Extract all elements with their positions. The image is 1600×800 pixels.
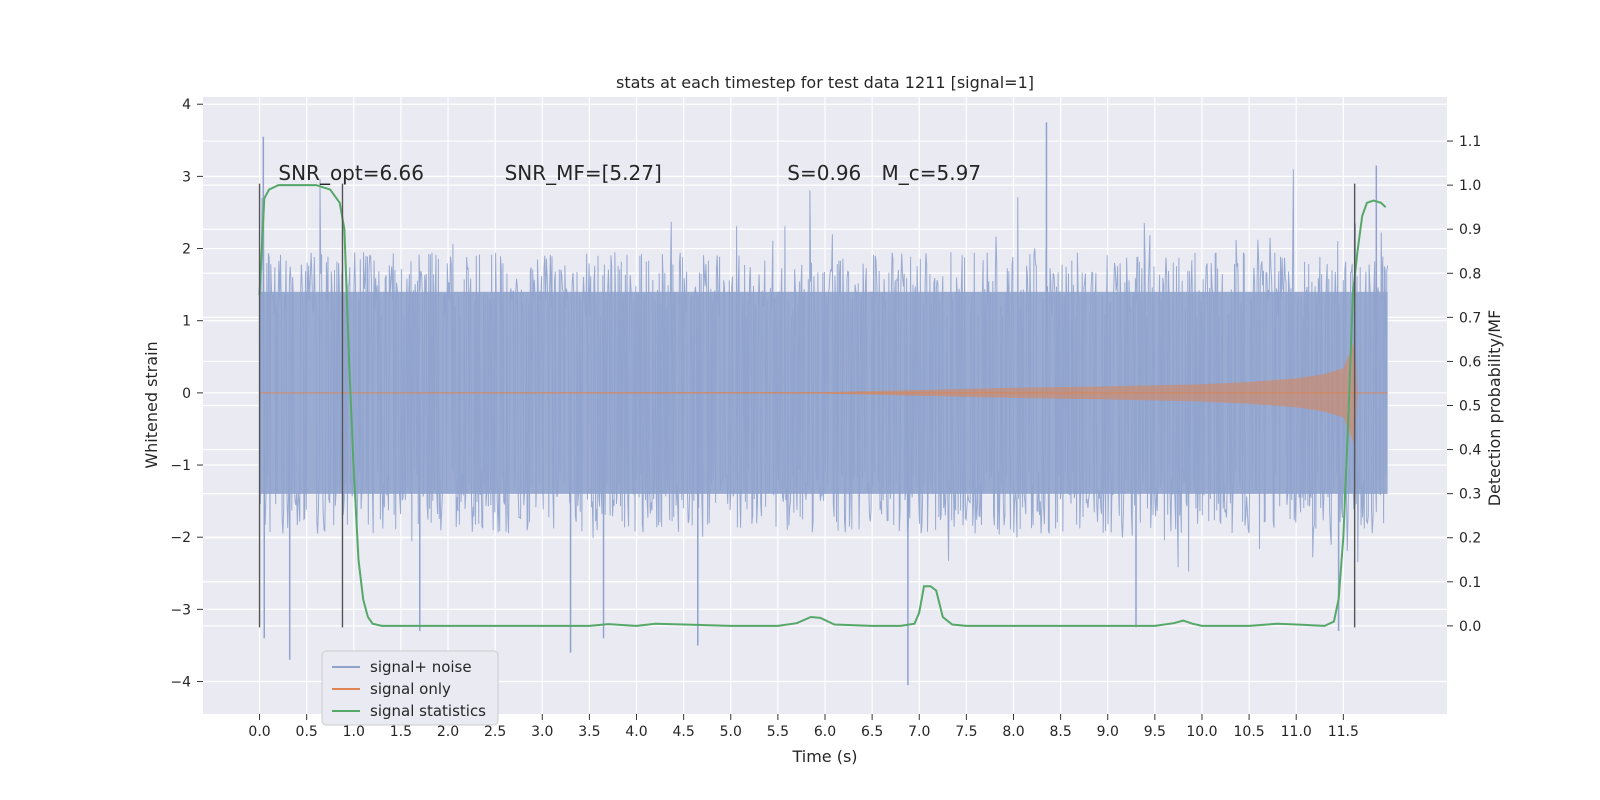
x-tick-label: 1.0 [343, 724, 365, 740]
right-y-tick-label: 0.2 [1459, 531, 1481, 547]
annotations: SNR_opt=6.66 SNR_MF=[5.27] S=0.96 M_c=5.97 [278, 161, 981, 185]
x-tick-label: 9.0 [1097, 724, 1119, 740]
left-y-tick-label: 3 [182, 169, 191, 185]
x-tick-label: 9.5 [1144, 724, 1166, 740]
x-tick-label: 2.5 [484, 724, 506, 740]
right-y-tick-label: 0.0 [1459, 619, 1481, 635]
right-y-tick-label: 0.8 [1459, 266, 1481, 282]
right-y-tick-label: 0.4 [1459, 443, 1481, 459]
annotation-text: S=0.96 [787, 161, 861, 185]
x-tick-label: 7.5 [955, 724, 977, 740]
annotation-text: SNR_MF=[5.27] [505, 161, 662, 185]
left-y-tick-label: −2 [170, 530, 191, 546]
x-tick-label: 10.0 [1186, 724, 1217, 740]
x-tick-label: 5.5 [767, 724, 789, 740]
left-y-tick-label: 0 [182, 386, 191, 402]
x-tick-label: 11.5 [1328, 724, 1359, 740]
left-y-tick-label: −4 [170, 675, 191, 691]
vertical-markers [258, 183, 1356, 628]
right-y-tick-label: 0.1 [1459, 575, 1481, 591]
x-axis-label: Time (s) [791, 747, 857, 766]
left-y-axis-label: Whitened strain [142, 341, 161, 468]
x-tick-label: 0.0 [248, 724, 270, 740]
legend-label: signal+ noise [370, 658, 472, 676]
x-tick-label: 1.5 [390, 724, 412, 740]
series-signal-only [259, 340, 1388, 445]
x-tick-label: 0.5 [296, 724, 318, 740]
right-y-tick-label: 0.5 [1459, 399, 1481, 415]
x-tick-labels: 0.0 0.5 1.0 1.5 2.0 2.5 3.0 3.5 4.0 4.5 5.0 5.5 6.0 6… [248, 714, 1359, 740]
right-y-tick-label: 1.0 [1459, 178, 1481, 194]
noise-trace [259, 169, 1389, 572]
x-tick-label: 6.0 [814, 724, 836, 740]
x-tick-label: 8.0 [1002, 724, 1024, 740]
right-y-axis-label: Detection probability/MF [1485, 310, 1504, 507]
statistics-line [258, 184, 1387, 627]
series-signal-statistics [258, 184, 1387, 627]
right-y-tick-label: 0.9 [1459, 222, 1481, 238]
legend: signal+ noise signal only signal statistic… [321, 650, 499, 726]
left-y-tick-label: 2 [182, 242, 191, 258]
chart-title: stats at each timestep for test data 121… [616, 73, 1034, 92]
legend-label: signal only [370, 680, 451, 698]
legend-label: signal statistics [370, 702, 486, 720]
left-y-tick-label: 4 [182, 97, 191, 113]
x-tick-label: 3.5 [578, 724, 600, 740]
right-y-tick-label: 1.1 [1459, 134, 1481, 150]
x-tick-label: 11.0 [1281, 724, 1312, 740]
x-tick-label: 6.5 [861, 724, 883, 740]
x-tick-label: 4.5 [673, 724, 695, 740]
right-y-tick-label: 0.3 [1459, 487, 1481, 503]
right-y-tick-label: 0.7 [1459, 310, 1481, 326]
annotation-text: SNR_opt=6.66 [278, 161, 424, 185]
annotation-text: M_c=5.97 [882, 161, 982, 185]
x-tick-label: 4.0 [625, 724, 647, 740]
left-y-tick-label: 1 [182, 314, 191, 330]
x-tick-label: 5.0 [720, 724, 742, 740]
legend-frame [321, 650, 499, 726]
x-tick-label: 3.0 [531, 724, 553, 740]
left-y-tick-label: −1 [170, 458, 191, 474]
x-tick-label: 7.0 [908, 724, 930, 740]
left-y-tick-labels: −4 −3 −2 −1 0 1 2 3 4 [170, 97, 203, 691]
x-tick-label: 2.0 [437, 724, 459, 740]
right-y-tick-label: 0.6 [1459, 354, 1481, 370]
left-y-tick-label: −3 [170, 602, 191, 618]
x-tick-label: 8.5 [1049, 724, 1071, 740]
right-y-tick-labels: 0.0 0.1 0.2 0.3 0.4 0.5 0.6 0.7 0.8 0.9 1.0 1.1 [1447, 134, 1481, 635]
x-tick-label: 10.5 [1234, 724, 1265, 740]
